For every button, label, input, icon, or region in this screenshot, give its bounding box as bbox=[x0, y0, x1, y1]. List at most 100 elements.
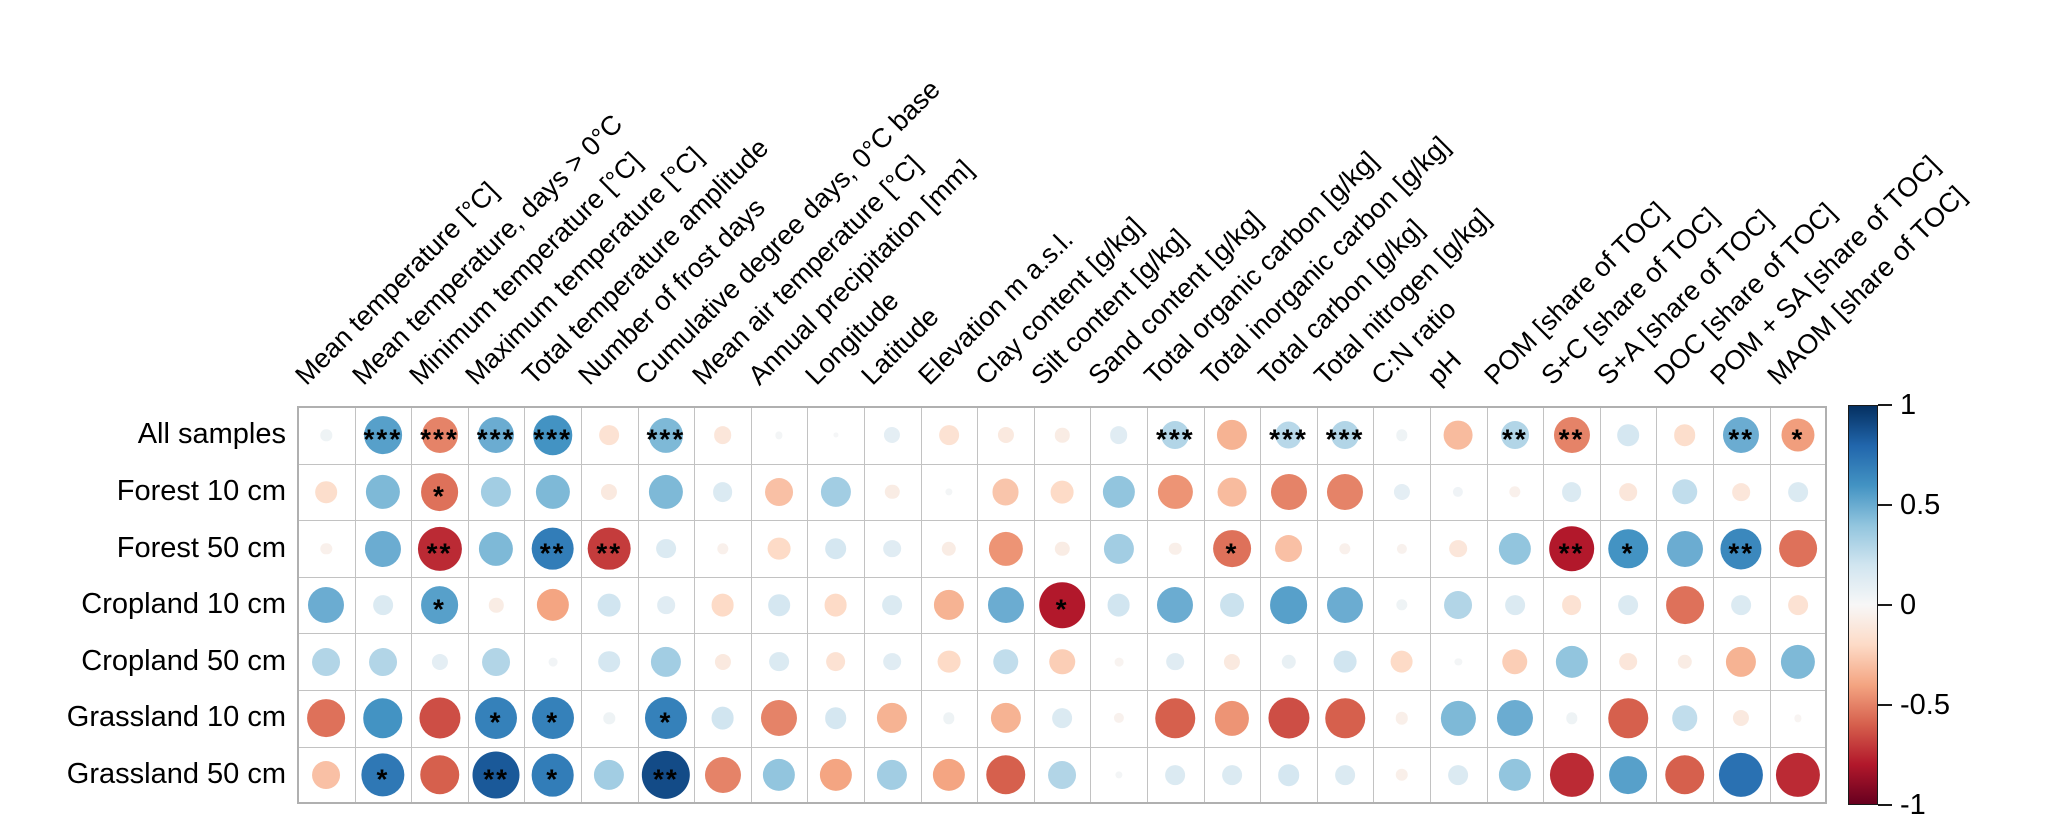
correlation-bubble bbox=[312, 760, 341, 789]
significance-stars: *** bbox=[363, 423, 403, 455]
correlation-bubble bbox=[1039, 582, 1085, 628]
correlation-bubble bbox=[761, 700, 798, 737]
correlation-bubble bbox=[1555, 645, 1588, 678]
correlation-bubble bbox=[1732, 483, 1751, 501]
significance-stars: *** bbox=[1269, 423, 1308, 455]
colorbar-tick bbox=[1878, 604, 1892, 606]
correlation-bubble bbox=[1665, 586, 1704, 624]
correlation-bubble bbox=[824, 707, 847, 730]
correlation-bubble bbox=[478, 531, 514, 566]
row-label: Grassland 10 cm bbox=[66, 701, 286, 734]
correlation-bubble bbox=[1157, 587, 1194, 624]
correlation-bubble bbox=[536, 588, 569, 622]
correlation-bubble bbox=[1780, 644, 1815, 679]
correlation-bubble bbox=[1275, 421, 1302, 449]
matrix-cell bbox=[977, 690, 1035, 748]
correlation-bubble bbox=[1788, 482, 1808, 502]
correlation-bubble bbox=[1553, 417, 1590, 454]
significance-stars: * bbox=[489, 706, 503, 738]
correlation-bubble bbox=[833, 432, 839, 438]
correlation-bubble bbox=[883, 539, 902, 558]
significance-stars: ** bbox=[1728, 423, 1755, 455]
significance-stars: ** bbox=[539, 537, 566, 569]
correlation-bubble bbox=[1448, 765, 1469, 785]
correlation-bubble bbox=[885, 484, 900, 500]
row-label: Forest 50 cm bbox=[116, 531, 286, 564]
correlation-bubble bbox=[599, 425, 620, 446]
correlation-grid: *** *** *** *** *** *** *** *** ** ** ** * * ** ** ** * *… bbox=[298, 407, 1828, 805]
correlation-bubble bbox=[364, 530, 401, 567]
correlation-bubble bbox=[824, 593, 848, 617]
correlation-bubble bbox=[368, 647, 397, 676]
correlation-bubble bbox=[1048, 760, 1077, 789]
correlation-bubble bbox=[988, 531, 1023, 566]
significance-stars: * bbox=[546, 763, 560, 795]
correlation-bubble bbox=[714, 653, 731, 670]
column-label: POM + SA [share of TOC] bbox=[1704, 149, 1946, 391]
correlation-bubble bbox=[1393, 483, 1410, 500]
correlation-bubble bbox=[641, 750, 691, 800]
correlation-bubble bbox=[1281, 654, 1296, 669]
correlation-bubble bbox=[1549, 752, 1594, 797]
correlation-bubble bbox=[373, 595, 393, 615]
significance-stars: * bbox=[376, 763, 390, 795]
correlation-bubble bbox=[1169, 542, 1182, 555]
correlation-bubble bbox=[1114, 657, 1124, 667]
correlation-bubble bbox=[312, 647, 341, 676]
correlation-bubble bbox=[1327, 473, 1364, 510]
row-label: All samples bbox=[137, 418, 286, 451]
matrix-cell bbox=[1769, 463, 1828, 522]
correlation-bubble bbox=[1161, 421, 1190, 450]
correlation-bubble bbox=[531, 527, 575, 570]
correlation-bubble bbox=[361, 753, 405, 797]
significance-stars: ** bbox=[1728, 537, 1755, 569]
correlation-bubble bbox=[937, 650, 961, 674]
correlation-bubble bbox=[1054, 428, 1070, 443]
correlation-bubble bbox=[1327, 587, 1364, 624]
correlation-bubble bbox=[1339, 542, 1351, 555]
correlation-bubble bbox=[308, 587, 345, 624]
correlation-bubble bbox=[877, 703, 908, 734]
correlation-bubble bbox=[648, 418, 683, 453]
correlation-bubble bbox=[1331, 421, 1360, 450]
correlation-bubble bbox=[768, 594, 790, 616]
correlation-bubble bbox=[1217, 477, 1247, 507]
correlation-bubble bbox=[531, 697, 574, 740]
correlation-bubble bbox=[418, 697, 461, 739]
correlation-bubble bbox=[884, 427, 901, 444]
correlation-bubble bbox=[548, 657, 558, 667]
significance-stars: *** bbox=[1155, 423, 1195, 455]
correlation-bubble bbox=[598, 650, 621, 673]
correlation-bubble bbox=[1453, 486, 1464, 497]
correlation-bubble bbox=[767, 537, 791, 560]
significance-stars: ** bbox=[1501, 423, 1528, 455]
correlation-bubble bbox=[431, 653, 448, 670]
matrix-cell bbox=[1599, 576, 1658, 635]
significance-stars: ** bbox=[596, 537, 623, 569]
correlation-bubble bbox=[1049, 648, 1075, 675]
correlation-bubble bbox=[765, 477, 794, 506]
significance-stars: *** bbox=[646, 423, 686, 455]
correlation-bubble bbox=[1102, 475, 1135, 509]
correlation-bubble bbox=[315, 481, 338, 503]
correlation-bubble bbox=[1618, 595, 1638, 615]
correlation-bubble bbox=[990, 703, 1021, 734]
correlation-bubble bbox=[713, 426, 732, 445]
correlation-bubble bbox=[1500, 421, 1529, 450]
correlation-bubble bbox=[1778, 529, 1817, 568]
correlation-bubble bbox=[820, 476, 851, 507]
row-label: Cropland 50 cm bbox=[81, 644, 286, 677]
correlation-bubble bbox=[481, 476, 512, 507]
colorbar bbox=[1848, 405, 1878, 805]
colorbar-tick bbox=[1878, 404, 1892, 406]
correlation-bubble bbox=[1671, 705, 1698, 732]
correlation-bubble bbox=[1274, 534, 1303, 563]
correlation-bubble bbox=[1561, 595, 1582, 615]
correlation-bubble bbox=[997, 427, 1014, 444]
correlation-bubble bbox=[1054, 541, 1070, 556]
correlation-bubble bbox=[704, 756, 741, 793]
correlation-bubble bbox=[656, 538, 676, 559]
correlation-bubble bbox=[307, 699, 346, 738]
correlation-bubble bbox=[650, 646, 681, 677]
